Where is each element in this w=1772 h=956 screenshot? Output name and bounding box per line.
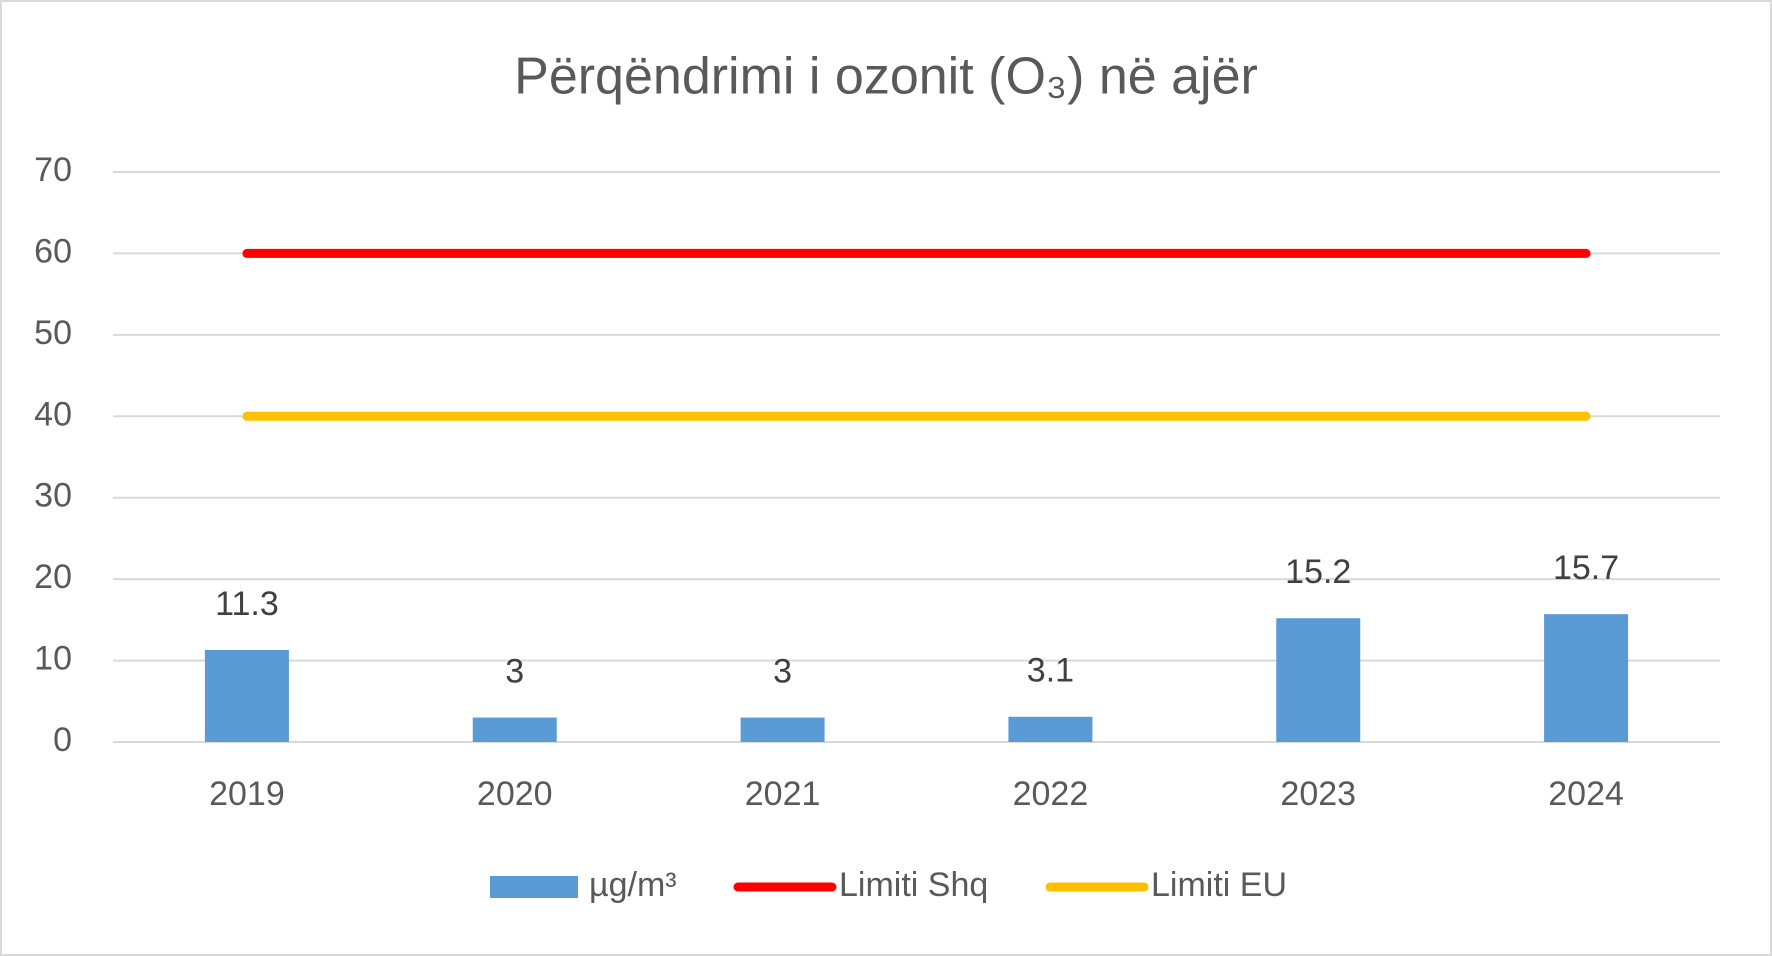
data-label: 15.7 (1553, 549, 1619, 587)
data-label: 3.1 (1027, 652, 1074, 690)
legend-label: Limiti EU (1151, 866, 1287, 904)
y-tick-label: 20 (34, 558, 72, 596)
x-tick-label: 2024 (1548, 775, 1624, 813)
y-tick-label: 10 (34, 640, 72, 678)
data-label: 15.2 (1285, 553, 1351, 591)
data-label: 11.3 (215, 585, 279, 623)
legend-label: µg/m³ (589, 866, 677, 904)
y-tick-label: 30 (34, 477, 72, 515)
x-tick-label: 2020 (477, 775, 553, 813)
bar (1276, 618, 1361, 742)
bar (204, 649, 289, 742)
y-tick-label: 0 (53, 721, 72, 759)
x-tick-label: 2022 (1013, 775, 1089, 813)
bar (1544, 614, 1629, 742)
x-tick-label: 2023 (1280, 775, 1356, 813)
data-label: 3 (773, 653, 792, 691)
bar (1008, 716, 1093, 742)
legend-swatch (490, 876, 578, 898)
y-tick-label: 70 (34, 151, 72, 189)
y-tick-label: 60 (34, 232, 72, 270)
y-tick-label: 40 (34, 395, 72, 433)
bar (472, 717, 557, 742)
y-tick-label: 50 (34, 314, 72, 352)
bar (740, 717, 825, 742)
x-tick-label: 2019 (209, 775, 285, 813)
chart-title: Përqëndrimi i ozonit (O₃) në ajër (514, 48, 1258, 106)
x-tick-label: 2021 (745, 775, 821, 813)
data-label: 3 (505, 653, 524, 691)
legend-label: Limiti Shq (839, 866, 988, 904)
